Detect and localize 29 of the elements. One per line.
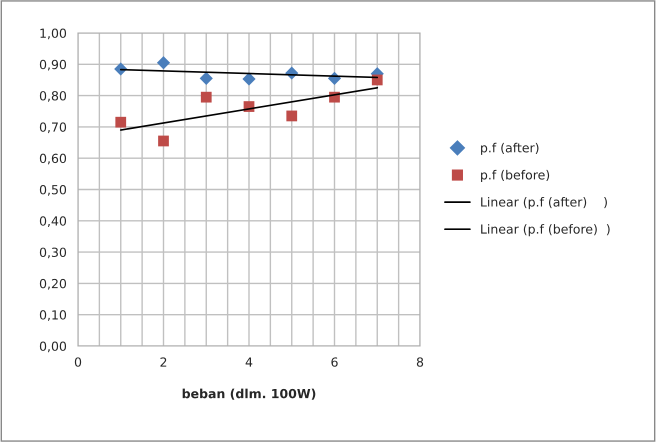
point bbox=[242, 72, 256, 86]
y-tick-label: 0,10 bbox=[40, 310, 66, 321]
x-axis-title: beban (dlm. 100W) bbox=[182, 388, 316, 400]
legend-label: p.f (before) bbox=[481, 170, 550, 182]
y-tick-label: 0,60 bbox=[40, 154, 66, 164]
y-tick-label: 0,20 bbox=[40, 278, 66, 290]
y-tick-label: 0,80 bbox=[40, 91, 66, 102]
legend-label: Linear (p.f (after) ) bbox=[481, 197, 607, 210]
y-tick-label: 0,90 bbox=[40, 60, 66, 70]
y-tick-label: 0,40 bbox=[40, 216, 66, 227]
point bbox=[156, 56, 170, 70]
y-tick-label: 0,00 bbox=[40, 341, 66, 352]
y-tick-label: 0,30 bbox=[40, 248, 66, 258]
point bbox=[372, 74, 383, 86]
x-tick-label: 2 bbox=[160, 357, 166, 367]
legend-label: Linear (p.f (before) ) bbox=[481, 224, 610, 236]
y-tick-label: 1,00 bbox=[40, 28, 66, 40]
point bbox=[200, 92, 212, 103]
y-tick-label: 0,50 bbox=[40, 184, 66, 196]
x-tick-label: 6 bbox=[331, 357, 338, 367]
point bbox=[158, 136, 169, 146]
x-tick-label: 4 bbox=[246, 357, 252, 367]
point bbox=[200, 72, 213, 85]
x-tick-label: 8 bbox=[416, 357, 424, 367]
x-tick-label: 0 bbox=[74, 357, 82, 367]
point bbox=[286, 110, 298, 122]
legend-label: p.f (after) bbox=[481, 142, 538, 155]
point bbox=[115, 116, 126, 128]
y-tick-label: 0,70 bbox=[40, 122, 66, 134]
